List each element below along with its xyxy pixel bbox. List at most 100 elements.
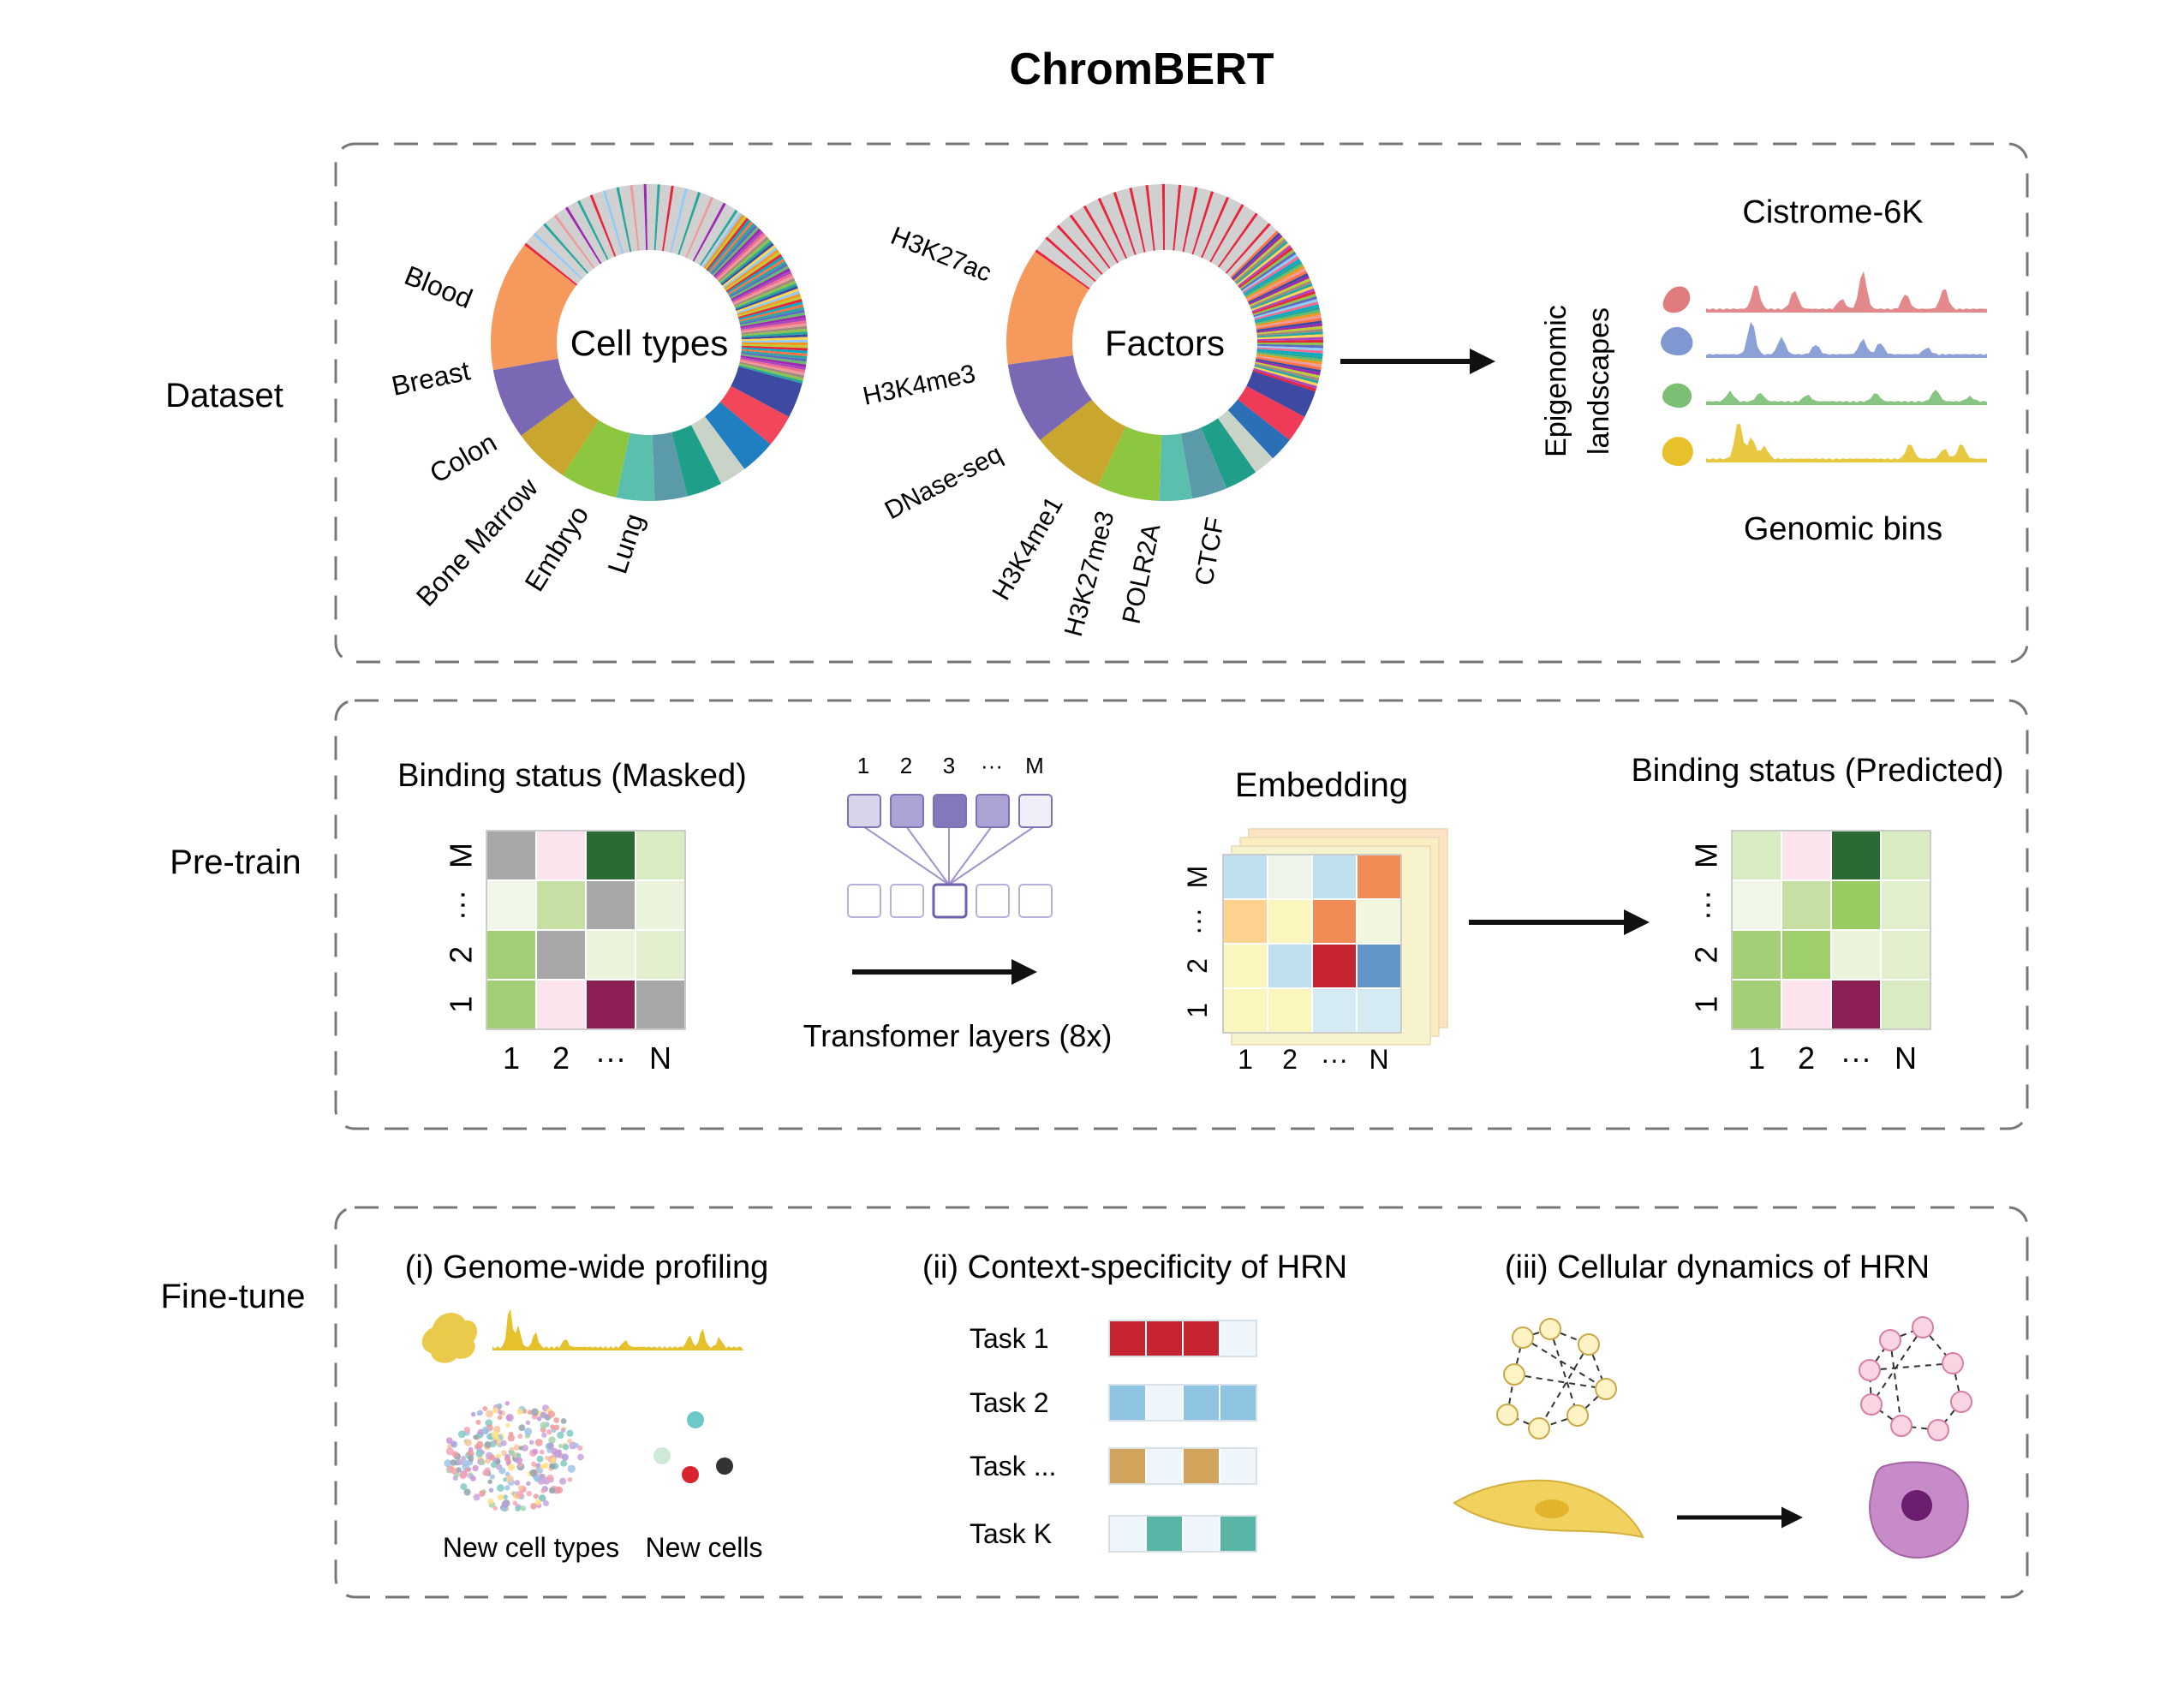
thin-slice [1256,354,1322,365]
task-cell [1108,1447,1147,1485]
track-3 [1706,389,1987,405]
thin-slice [715,232,766,280]
thin-slice [1217,212,1258,268]
cell-types-center-label: Cell types [570,323,728,363]
masked-grid-labels: 1 2 ··· NM···21 [444,843,671,1076]
umap-point [531,1408,539,1416]
thin-slice [692,202,726,262]
section-label-dataset: Dataset [165,377,283,414]
thin-slice [1222,219,1267,272]
umap-point [456,1458,463,1466]
thin-slice [616,187,632,253]
umap-point [445,1437,453,1445]
umap-point [537,1416,542,1422]
thin-slice [564,206,602,265]
umap-point [514,1480,521,1486]
thin-slice [1187,188,1206,253]
thin-slice [652,184,658,251]
network-node [1539,1318,1561,1340]
thin-slice [1254,301,1319,320]
token-bottom [976,884,1010,918]
row-label: M [444,843,479,868]
thin-slice [1043,238,1095,283]
umap-point [497,1493,504,1501]
thin-slice [1255,360,1321,376]
thin-slice [1256,312,1322,327]
token-top [1018,794,1053,828]
cell-types-ring [491,184,808,501]
fibroblast-nucleus [1535,1499,1569,1518]
thin-slice [592,194,618,257]
umap-point [560,1428,566,1434]
thin-slice [1232,234,1283,281]
umap-point [526,1490,532,1497]
umap-point [553,1424,560,1431]
umap-point [516,1408,523,1416]
masked-border [486,830,686,1030]
thin-slice [732,272,793,304]
umap-point [470,1475,476,1481]
thin-slice [1253,366,1318,386]
thin-slice [1256,352,1322,362]
thin-slice [726,256,784,294]
umap-point [504,1453,510,1459]
thin-slice [646,184,649,251]
umap-point [479,1490,486,1497]
thin-slice [1225,223,1271,274]
thin-slice [1113,192,1137,255]
slice-bone-marrow [563,420,630,498]
thin-slice [1255,309,1321,325]
thin-slice [1190,190,1212,254]
factor-label-h3k27ac: H3K27ac [886,222,995,288]
section-label-finetune: Fine-tune [161,1278,306,1315]
umap-point [524,1428,533,1436]
thin-slice [1219,214,1261,269]
umap-point [566,1429,574,1437]
umap-point [489,1454,496,1461]
thin-slice [653,184,660,251]
umap-point [444,1459,452,1468]
thin-slice [740,314,806,329]
umap-point [451,1441,456,1447]
network-yellow [1496,1318,1617,1440]
network-pink [1859,1316,1972,1441]
thin-slice [1231,232,1281,280]
thin-slice [1093,200,1125,260]
task-cell [1219,1320,1257,1357]
thin-slice [719,241,773,285]
network-node [1942,1352,1964,1374]
thin-slice [1035,249,1090,290]
thin-slice [1150,184,1159,251]
thin-slice [701,211,741,267]
slice-h3k27me3 [1159,433,1193,501]
slice-embryo [616,432,655,501]
thin-slice [740,355,807,367]
thin-slice [1253,299,1318,319]
tissue-icon-3 [1662,383,1692,408]
thin-slice [1100,196,1129,259]
predicted-cell [1830,830,1882,881]
slice-grey [691,416,745,484]
thin-slice [1256,337,1323,342]
umap-point [540,1464,546,1469]
thin-slice [1256,318,1322,330]
umap-point [482,1405,488,1411]
task-cell [1182,1515,1220,1553]
network-node [1859,1359,1881,1381]
thin-slice [1185,188,1203,253]
umap-point [517,1485,523,1491]
thin-slice [737,290,800,314]
thin-slice [1059,223,1105,274]
umap-point [538,1494,546,1502]
thin-slice [740,354,807,365]
row-label: M [1182,866,1213,889]
thin-slice [1238,245,1292,288]
attention-line [905,826,950,885]
col-label: 2 [552,1040,570,1076]
umap-point [485,1410,493,1418]
thin-slice [1085,204,1120,263]
thin-slice [1256,339,1323,343]
thin-slice [594,193,619,256]
dataset-frame [334,142,2029,664]
network-node [1879,1329,1901,1351]
